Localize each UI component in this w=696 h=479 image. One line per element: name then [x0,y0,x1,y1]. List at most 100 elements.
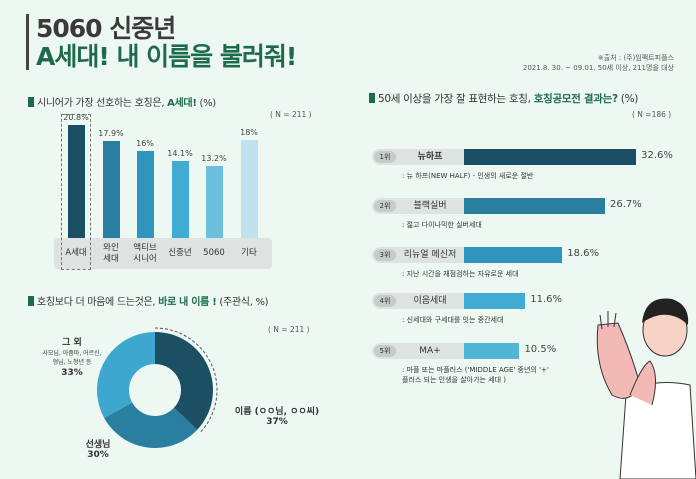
slice-label: 이름 (ㅇㅇ님, ㅇㅇ씨) [234,407,320,417]
nickname: 리뉴얼 메신저 [403,250,457,260]
chart1-title-suffix: (%) [196,98,216,109]
category-line: 시니어 [133,254,157,264]
chart3-n: ( N =186 ) [632,110,672,119]
rank-bar-4 [464,343,520,359]
rank-label: 3위 리뉴얼 메신저 [372,247,464,263]
bar-0 [67,125,85,238]
bar-value-label: 20.8% [63,113,89,123]
donut-label-teacher: 선생님 30% [68,437,128,460]
page-title-line2: A세대! 내 이름을 불러줘! [36,42,297,71]
donut-slice-2 [97,332,155,418]
person-illustration [596,298,696,479]
slice-sublabel: 형님, 노청년 등 [52,359,92,366]
rank-value: 18.6% [567,248,599,259]
desc-line: 플러스 되는 인생을 살아가는 세대 ) [402,376,507,384]
desc-line: : 신세대와 구세대를 잇는 중간세대 [402,316,504,324]
slice-value: 37% [266,417,288,427]
chart3-title-text: 50세 이상을 가장 잘 표현하는 호칭, [378,93,534,105]
nickname: MA+ [419,346,441,356]
rank-label: 1위 뉴하프 [372,149,464,165]
chart3-title: 50세 이상을 가장 잘 표현하는 호칭, 호칭공모전 결과는? (%) [369,91,638,106]
rank-label: 2위 블랙실버 [372,198,464,214]
nickname: 이음세대 [413,296,447,306]
chart2-n: ( N = 211 ) [268,325,310,334]
bar-value-label: 16% [136,139,154,149]
rank-value: 26.7% [609,199,642,210]
donut-chart [97,327,218,448]
slice-sublabel: 사모님, 아줌마, 어르신, [42,350,102,357]
slice-value: 30% [87,450,109,460]
nickname: 블랙실버 [413,201,447,211]
rank-value: 10.5% [524,344,557,355]
rank-description: : 마플 또는 마플러스 ('MIDDLE AGE' 중년의 '+' 플러스 되는… [402,365,549,385]
category-label: 5060 [197,248,231,259]
rank-description: : 신세대와 구세대를 잇는 중간세대 [402,315,503,325]
rank-badge: 5위 [374,345,396,357]
rank-badge: 3위 [374,249,396,261]
chart1-title-text: 시니어가 가장 선호하는 호칭은, [37,98,168,109]
chart3-title-suffix: (%) [617,93,639,105]
chart1-title-bold: A세대! [167,98,197,109]
category-line: 액티브 [133,243,157,253]
slice-label: 그 외 [62,338,82,348]
chart3-title-bold: 호칭공모전 결과는? [533,93,618,105]
highlight-box [61,114,91,270]
section-marker [369,93,375,103]
desc-line: : 지난 시간을 재점검하는 자유로운 세대 [402,270,519,278]
category-label: 기타 [232,248,266,259]
bar-1 [102,140,120,238]
chart1-n: ( N = 211 ) [270,110,312,119]
chart2-title-text: 호칭보다 더 마음에 드는것은, [37,297,159,308]
rank-description: : 젊고 다이나믹한 실버세대 [402,220,482,230]
donut-slice-1 [104,402,198,448]
source-note: ※출처 : (주)임팩트피플스 2021.8. 30. ~ 09.01. 50세 … [523,53,674,73]
rank-bar-2 [464,247,563,263]
chart2-title: 호칭보다 더 마음에 드는것은, 바로 내 이름 ! (주관식, %) [28,293,269,308]
rank-bar-1 [464,198,605,214]
source-line2: 2021.8. 30. ~ 09.01. 50세 이상, 211명을 대상 [522,64,674,72]
category-label: 신중년 [163,248,197,259]
section-marker [28,97,34,107]
category-label: A세대 [59,248,93,259]
rank-value: 11.6% [530,294,563,305]
category-line: 와인 [103,243,119,253]
category-label: 액티브 시니어 [128,243,162,265]
bar-value-label: 14.1% [167,149,193,159]
category-line: 5060 [203,248,225,258]
bar-4 [205,166,223,238]
rank-label: 4위 이음세대 [372,293,464,309]
desc-line: : 마플 또는 마플러스 ('MIDDLE AGE' 중년의 '+' [402,366,549,374]
desc-line: : 뉴 하프(NEW HALF) - 인생의 새로운 절반 [402,172,534,180]
category-label: 와인 세대 [94,243,128,265]
donut-slice-0 [155,332,213,430]
bar-5 [240,140,258,238]
source-line1: ※출처 : (주)임팩트피플스 [597,54,674,62]
rank-bar-0 [464,149,637,165]
category-line: A세대 [65,248,87,258]
rank-bar-3 [464,293,526,309]
bar-2 [136,151,154,238]
slice-value: 33% [61,368,83,378]
bar-value-label: 13.2% [201,154,227,164]
slice-label: 선생님 [85,440,111,450]
bar-value-label: 17.9% [98,128,124,138]
highlight-arc [154,327,218,433]
category-line: 신중년 [168,248,192,258]
chart2-title-suffix: (주관식, %) [216,297,269,308]
rank-description: : 지난 시간을 재점검하는 자유로운 세대 [402,269,519,279]
desc-line: : 젊고 다이나믹한 실버세대 [402,221,482,229]
nickname: 뉴하프 [417,152,443,162]
chart1-title: 시니어가 가장 선호하는 호칭은, A세대! (%) [28,94,216,109]
rank-value: 32.6% [641,150,673,161]
rank-label: 5위 MA+ [372,343,464,359]
donut-label-name: 이름 (ㅇㅇ님, ㅇㅇ씨) 37% [222,404,332,427]
rank-badge: 4위 [374,295,396,307]
title-accent-bar [26,14,29,70]
section-marker [28,296,34,306]
page-title-line1: 5060 신중년 [36,14,176,43]
category-line: 세대 [103,254,119,264]
rank-description: : 뉴 하프(NEW HALF) - 인생의 새로운 절반 [402,171,533,181]
bar-3 [171,161,189,238]
rank-badge: 2위 [374,200,396,212]
